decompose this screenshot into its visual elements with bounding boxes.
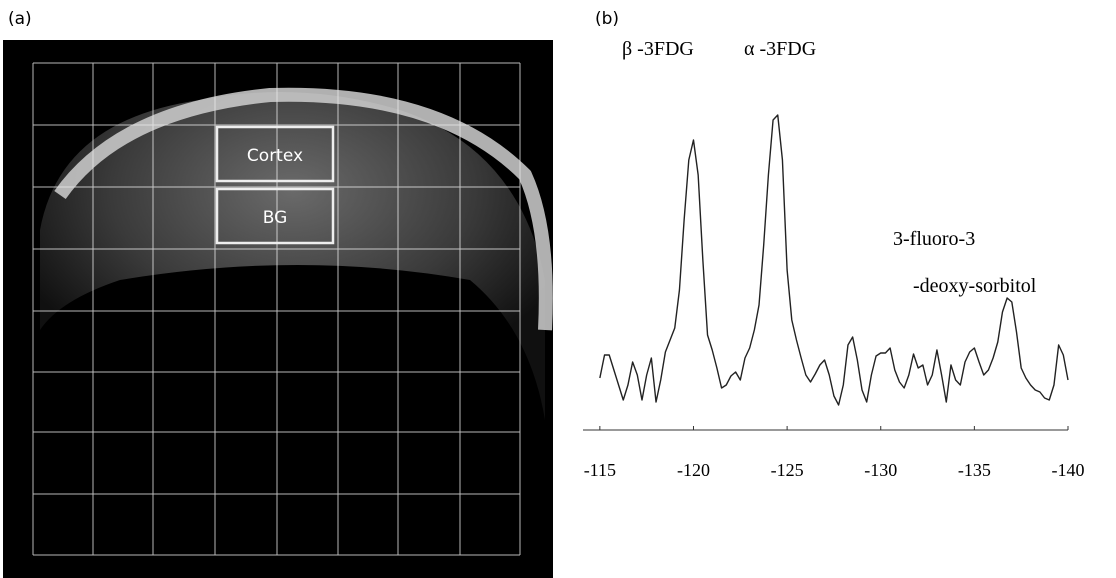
annotation: α -3FDG [744,38,816,60]
annotation: -deoxy-sorbitol [913,275,1037,297]
annotation: β -3FDG [622,38,694,60]
x-tick-label: -125 [771,460,804,480]
x-tick-label: -135 [958,460,991,480]
x-tick-label: -130 [864,460,897,480]
roi-label: BG [263,208,288,228]
panel-label: (b) [595,9,619,29]
brain [40,92,545,420]
roi-label: Cortex [247,146,303,166]
x-tick-label: -115 [584,460,616,480]
grid [32,62,521,556]
panel-label: (a) [8,9,32,29]
roi-box [215,187,335,245]
roi-box [215,125,335,183]
annotation: 3-fluoro-3 [893,228,975,250]
x-tick-label: -140 [1052,460,1085,480]
skull [54,87,553,331]
x-tick-label: -120 [677,460,710,480]
spectrum-line [599,114,1069,406]
